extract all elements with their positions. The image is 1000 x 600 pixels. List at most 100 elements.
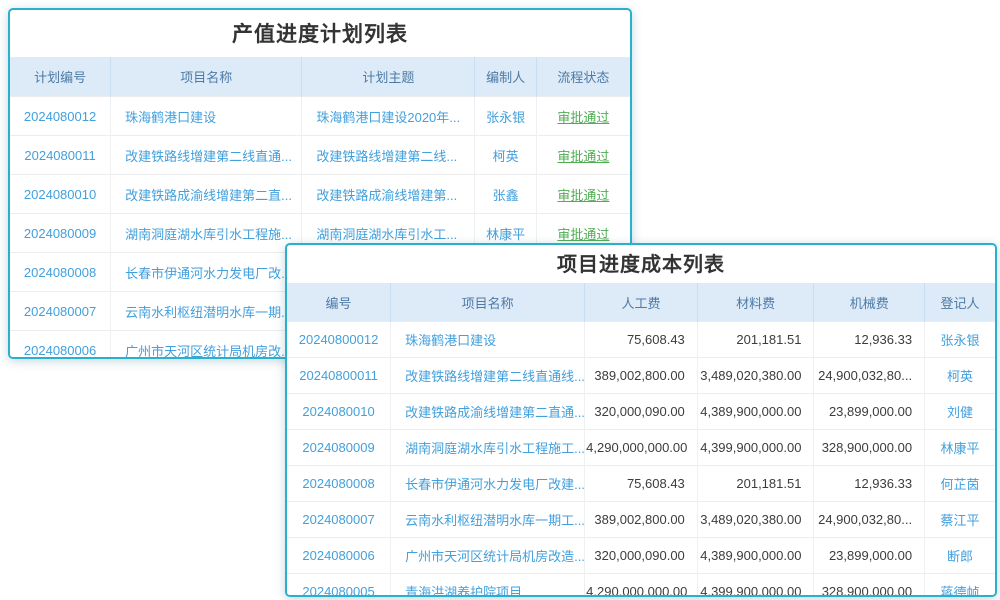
plan-col-header-plan-subject: 计划主题 xyxy=(301,57,475,97)
plan-col-header-project-name: 项目名称 xyxy=(110,57,302,97)
registrar-link[interactable]: 蒋德帧 xyxy=(924,573,995,595)
table-row: 2024080012 珠海鹤港口建设 珠海鹤港口建设2020年... 张永银 审批通过 xyxy=(10,96,630,136)
registrar-link[interactable]: 刘健 xyxy=(924,393,995,430)
cost-no-link[interactable]: 2024080010 xyxy=(287,393,391,430)
machine-fee-value: 12,936.33 xyxy=(813,321,925,358)
plan-col-header-plan-no: 计划编号 xyxy=(10,57,111,97)
cost-col-header-project-name: 项目名称 xyxy=(390,283,585,322)
machine-fee-value: 24,900,032,80... xyxy=(813,501,925,538)
cost-table-header-row: 编号 项目名称 人工费 材料费 机械费 登记人 xyxy=(287,283,995,322)
plan-no-link[interactable]: 2024080006 xyxy=(10,330,111,357)
material-fee-value: 4,399,900,000.00 xyxy=(696,573,814,595)
cost-no-link[interactable]: 2024080008 xyxy=(287,465,391,502)
cost-no-link[interactable]: 2024080005 xyxy=(287,573,391,595)
cost-no-link[interactable]: 2024080009 xyxy=(287,429,391,466)
cost-table-panel: 项目进度成本列表 编号 项目名称 人工费 材料费 机械费 登记人 2024080… xyxy=(285,243,997,597)
plan-no-link[interactable]: 2024080009 xyxy=(10,213,111,253)
plan-col-header-status: 流程状态 xyxy=(535,57,630,97)
labor-fee-value: 4,290,000,000.00 xyxy=(584,429,698,466)
creator-link[interactable]: 张鑫 xyxy=(474,174,537,214)
plan-table-header-row: 计划编号 项目名称 计划主题 编制人 流程状态 xyxy=(10,57,630,97)
labor-fee-value: 4,290,000,000.00 xyxy=(584,573,698,595)
labor-fee-value: 320,000,090.00 xyxy=(584,537,698,574)
project-name-link[interactable]: 湖南洞庭湖水库引水工程施工... xyxy=(390,429,585,466)
registrar-link[interactable]: 张永银 xyxy=(924,321,995,358)
cost-col-header-material-fee: 材料费 xyxy=(696,283,814,322)
plan-subject-link[interactable]: 珠海鹤港口建设2020年... xyxy=(301,96,475,136)
table-row: 2024080006 广州市天河区统计局机房改造... 320,000,090.00… xyxy=(287,537,995,574)
labor-fee-value: 389,002,800.00 xyxy=(584,501,698,538)
material-fee-value: 3,489,020,380.00 xyxy=(696,357,814,394)
project-name-link[interactable]: 云南水利枢纽潜明水库一期... xyxy=(110,291,302,331)
machine-fee-value: 24,900,032,80... xyxy=(813,357,925,394)
status-link[interactable]: 审批通过 xyxy=(535,135,630,175)
plan-table-title: 产值进度计划列表 xyxy=(232,23,408,46)
registrar-link[interactable]: 断郎 xyxy=(924,537,995,574)
plan-subject-link[interactable]: 改建铁路线增建第二线... xyxy=(301,135,475,175)
table-row: 2024080010 改建铁路成渝线增建第二直通... 320,000,090.00… xyxy=(287,393,995,430)
project-name-link[interactable]: 长春市伊通河水力发电厂改建... xyxy=(390,465,585,502)
project-name-link[interactable]: 广州市天河区统计局机房改... xyxy=(110,330,302,357)
registrar-link[interactable]: 柯英 xyxy=(924,357,995,394)
status-link[interactable]: 审批通过 xyxy=(535,174,630,214)
material-fee-value: 4,389,900,000.00 xyxy=(696,537,814,574)
plan-no-link[interactable]: 2024080010 xyxy=(10,174,111,214)
material-fee-value: 4,399,900,000.00 xyxy=(696,429,814,466)
project-name-link[interactable]: 珠海鹤港口建设 xyxy=(390,321,585,358)
labor-fee-value: 320,000,090.00 xyxy=(584,393,698,430)
project-name-link[interactable]: 改建铁路成渝线增建第二直... xyxy=(110,174,302,214)
project-name-link[interactable]: 青海洪湖养护院项目 xyxy=(390,573,585,595)
registrar-link[interactable]: 何芷茵 xyxy=(924,465,995,502)
cost-col-header-registrar: 登记人 xyxy=(924,283,995,322)
registrar-link[interactable]: 蔡江平 xyxy=(924,501,995,538)
project-name-link[interactable]: 珠海鹤港口建设 xyxy=(110,96,302,136)
creator-link[interactable]: 张永银 xyxy=(474,96,537,136)
material-fee-value: 201,181.51 xyxy=(696,465,814,502)
table-row: 2024080007 云南水利枢纽潜明水库一期工... 389,002,800.00… xyxy=(287,501,995,538)
plan-subject-link[interactable]: 改建铁路成渝线增建第... xyxy=(301,174,475,214)
table-row: 2024080005 青海洪湖养护院项目 4,290,000,000.00 4,399… xyxy=(287,573,995,595)
cost-col-header-labor-fee: 人工费 xyxy=(584,283,698,322)
plan-col-header-creator: 编制人 xyxy=(474,57,537,97)
project-name-link[interactable]: 广州市天河区统计局机房改造... xyxy=(390,537,585,574)
project-name-link[interactable]: 改建铁路成渝线增建第二直通... xyxy=(390,393,585,430)
material-fee-value: 3,489,020,380.00 xyxy=(696,501,814,538)
cost-no-link[interactable]: 20240800012 xyxy=(287,321,391,358)
table-row: 20240800011 改建铁路线增建第二线直通线... 389,002,800.0… xyxy=(287,357,995,394)
machine-fee-value: 23,899,000.00 xyxy=(813,537,925,574)
project-name-link[interactable]: 湖南洞庭湖水库引水工程施... xyxy=(110,213,302,253)
plan-no-link[interactable]: 2024080011 xyxy=(10,135,111,175)
plan-no-link[interactable]: 2024080008 xyxy=(10,252,111,292)
labor-fee-value: 389,002,800.00 xyxy=(584,357,698,394)
material-fee-value: 201,181.51 xyxy=(696,321,814,358)
cost-no-link[interactable]: 2024080006 xyxy=(287,537,391,574)
table-row: 2024080010 改建铁路成渝线增建第二直... 改建铁路成渝线增建第... 张鑫… xyxy=(10,174,630,214)
status-link[interactable]: 审批通过 xyxy=(535,96,630,136)
table-row: 2024080009 湖南洞庭湖水库引水工程施工... 4,290,000,000.… xyxy=(287,429,995,466)
cost-table-title: 项目进度成本列表 xyxy=(557,254,725,276)
material-fee-value: 4,389,900,000.00 xyxy=(696,393,814,430)
cost-col-header-no: 编号 xyxy=(287,283,391,322)
cost-table: 编号 项目名称 人工费 材料费 机械费 登记人 20240800012 珠海鹤港口… xyxy=(287,283,995,595)
project-name-link[interactable]: 云南水利枢纽潜明水库一期工... xyxy=(390,501,585,538)
machine-fee-value: 23,899,000.00 xyxy=(813,393,925,430)
table-row: 2024080011 改建铁路线增建第二线直通... 改建铁路线增建第二线... 柯英… xyxy=(10,135,630,175)
registrar-link[interactable]: 林康平 xyxy=(924,429,995,466)
plan-no-link[interactable]: 2024080007 xyxy=(10,291,111,331)
cost-no-link[interactable]: 2024080007 xyxy=(287,501,391,538)
machine-fee-value: 328,900,000.00 xyxy=(813,429,925,466)
project-name-link[interactable]: 长春市伊通河水力发电厂改... xyxy=(110,252,302,292)
cost-col-header-machine-fee: 机械费 xyxy=(813,283,925,322)
project-name-link[interactable]: 改建铁路线增建第二线直通线... xyxy=(390,357,585,394)
labor-fee-value: 75,608.43 xyxy=(584,465,698,502)
project-name-link[interactable]: 改建铁路线增建第二线直通... xyxy=(110,135,302,175)
machine-fee-value: 12,936.33 xyxy=(813,465,925,502)
cost-no-link[interactable]: 20240800011 xyxy=(287,357,391,394)
table-row: 2024080008 长春市伊通河水力发电厂改建... 75,608.43 201,1… xyxy=(287,465,995,502)
labor-fee-value: 75,608.43 xyxy=(584,321,698,358)
table-row: 20240800012 珠海鹤港口建设 75,608.43 201,181.51 12,… xyxy=(287,321,995,358)
plan-no-link[interactable]: 2024080012 xyxy=(10,96,111,136)
machine-fee-value: 328,900,000.00 xyxy=(813,573,925,595)
creator-link[interactable]: 柯英 xyxy=(474,135,537,175)
